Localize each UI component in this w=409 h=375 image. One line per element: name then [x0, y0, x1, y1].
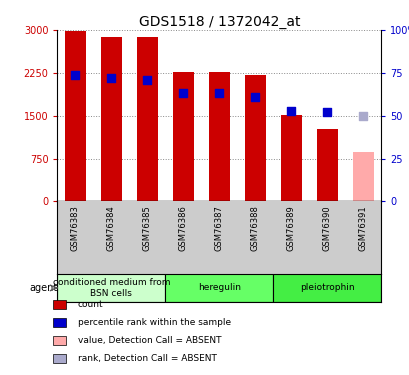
Point	[288, 108, 294, 114]
Bar	[208, 72, 229, 201]
Text: count: count	[78, 300, 103, 309]
Point	[216, 90, 222, 96]
Point	[323, 110, 330, 116]
Bar	[316, 129, 337, 201]
Bar	[273, 273, 380, 302]
Text: GSM76390: GSM76390	[322, 205, 331, 251]
Text: percentile rank within the sample: percentile rank within the sample	[78, 318, 230, 327]
Text: GSM76389: GSM76389	[286, 205, 295, 251]
Text: GSM76383: GSM76383	[71, 205, 80, 251]
Point	[359, 113, 366, 119]
Text: agent: agent	[29, 283, 57, 293]
Point	[252, 94, 258, 100]
Point	[108, 75, 115, 81]
Text: GSM76386: GSM76386	[178, 205, 187, 251]
Bar	[136, 38, 158, 201]
Text: GSM76387: GSM76387	[214, 205, 223, 251]
Text: GSM76385: GSM76385	[142, 205, 151, 251]
Point	[180, 90, 186, 96]
Bar	[172, 72, 194, 201]
Title: GDS1518 / 1372042_at: GDS1518 / 1372042_at	[138, 15, 299, 29]
Bar	[100, 38, 122, 201]
Text: heregulin: heregulin	[198, 284, 240, 292]
Text: GSM76388: GSM76388	[250, 205, 259, 251]
Bar	[280, 115, 301, 201]
Text: pleiotrophin: pleiotrophin	[299, 284, 354, 292]
Bar	[352, 152, 373, 201]
Text: GSM76384: GSM76384	[107, 205, 116, 251]
Point	[72, 72, 79, 78]
Text: GSM76391: GSM76391	[358, 205, 367, 251]
Text: rank, Detection Call = ABSENT: rank, Detection Call = ABSENT	[78, 354, 216, 363]
Bar	[244, 75, 265, 201]
Bar	[165, 273, 273, 302]
Bar	[65, 31, 86, 201]
Bar	[57, 273, 165, 302]
Point	[144, 77, 150, 83]
Text: value, Detection Call = ABSENT: value, Detection Call = ABSENT	[78, 336, 221, 345]
Text: conditioned medium from
BSN cells: conditioned medium from BSN cells	[52, 278, 170, 298]
